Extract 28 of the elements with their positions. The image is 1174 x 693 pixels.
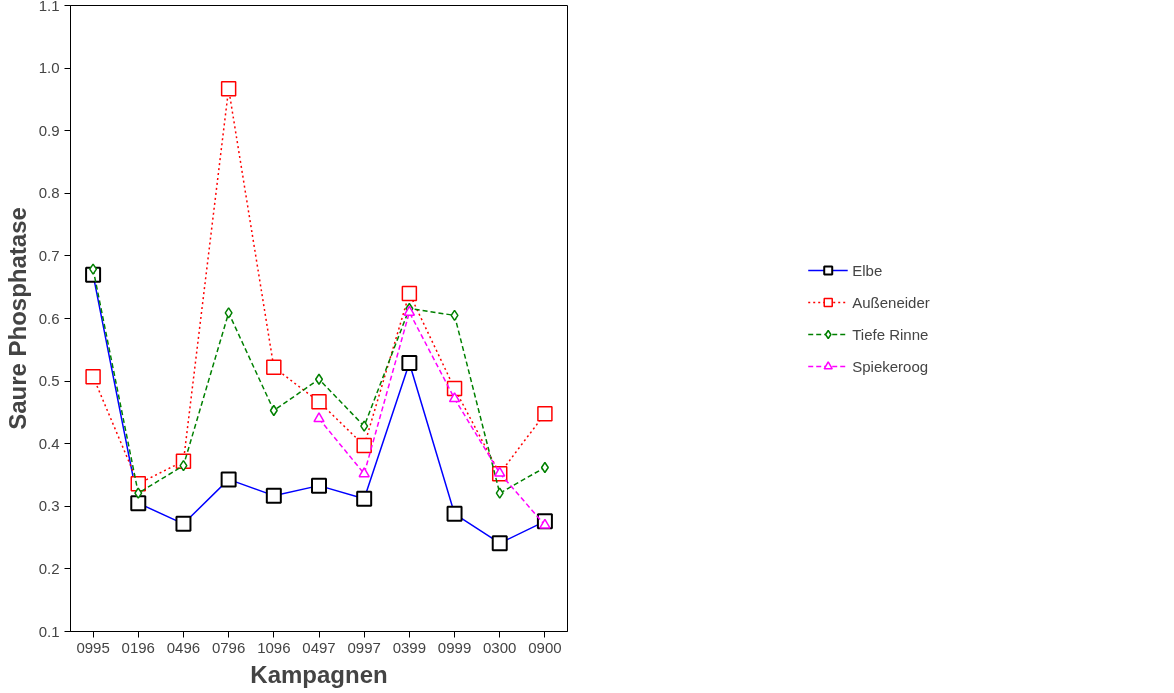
legend-label: Tiefe Rinne <box>852 325 929 343</box>
y-tick-label: 1.0 <box>38 59 60 77</box>
y-tick-label: 0.7 <box>38 246 60 264</box>
y-axis-title: Saure Phosphatase <box>3 207 31 430</box>
x-tick-label: 0497 <box>302 638 336 656</box>
y-tick-label: 1.1 <box>38 0 60 14</box>
x-tick-label: 0997 <box>347 638 381 656</box>
y-tick-label: 0.5 <box>38 372 60 390</box>
y-tick-label: 0.3 <box>38 497 60 515</box>
y-tick-label: 0.1 <box>38 622 60 640</box>
x-tick-label: 0196 <box>121 638 155 656</box>
legend-label: Außeneider <box>852 293 930 311</box>
y-tick-label: 0.6 <box>38 309 60 327</box>
x-tick-label: 0796 <box>211 638 246 656</box>
legend-label: Spiekeroog <box>852 357 929 375</box>
x-tick-label: 0900 <box>528 638 562 656</box>
y-tick-label: 0.4 <box>38 434 60 452</box>
y-tick-label: 0.2 <box>38 559 60 577</box>
x-axis-title: Kampagnen <box>250 660 388 688</box>
x-tick-label: 0300 <box>483 638 517 656</box>
x-tick-label: 0995 <box>76 638 110 656</box>
y-tick-label: 0.9 <box>38 121 60 139</box>
legend-label: Elbe <box>852 261 883 279</box>
x-tick-label: 0496 <box>166 638 201 656</box>
x-tick-label: 1096 <box>257 638 291 656</box>
x-tick-label: 0399 <box>392 638 427 656</box>
x-tick-label: 0999 <box>437 638 472 656</box>
y-tick-label: 0.8 <box>38 184 60 202</box>
